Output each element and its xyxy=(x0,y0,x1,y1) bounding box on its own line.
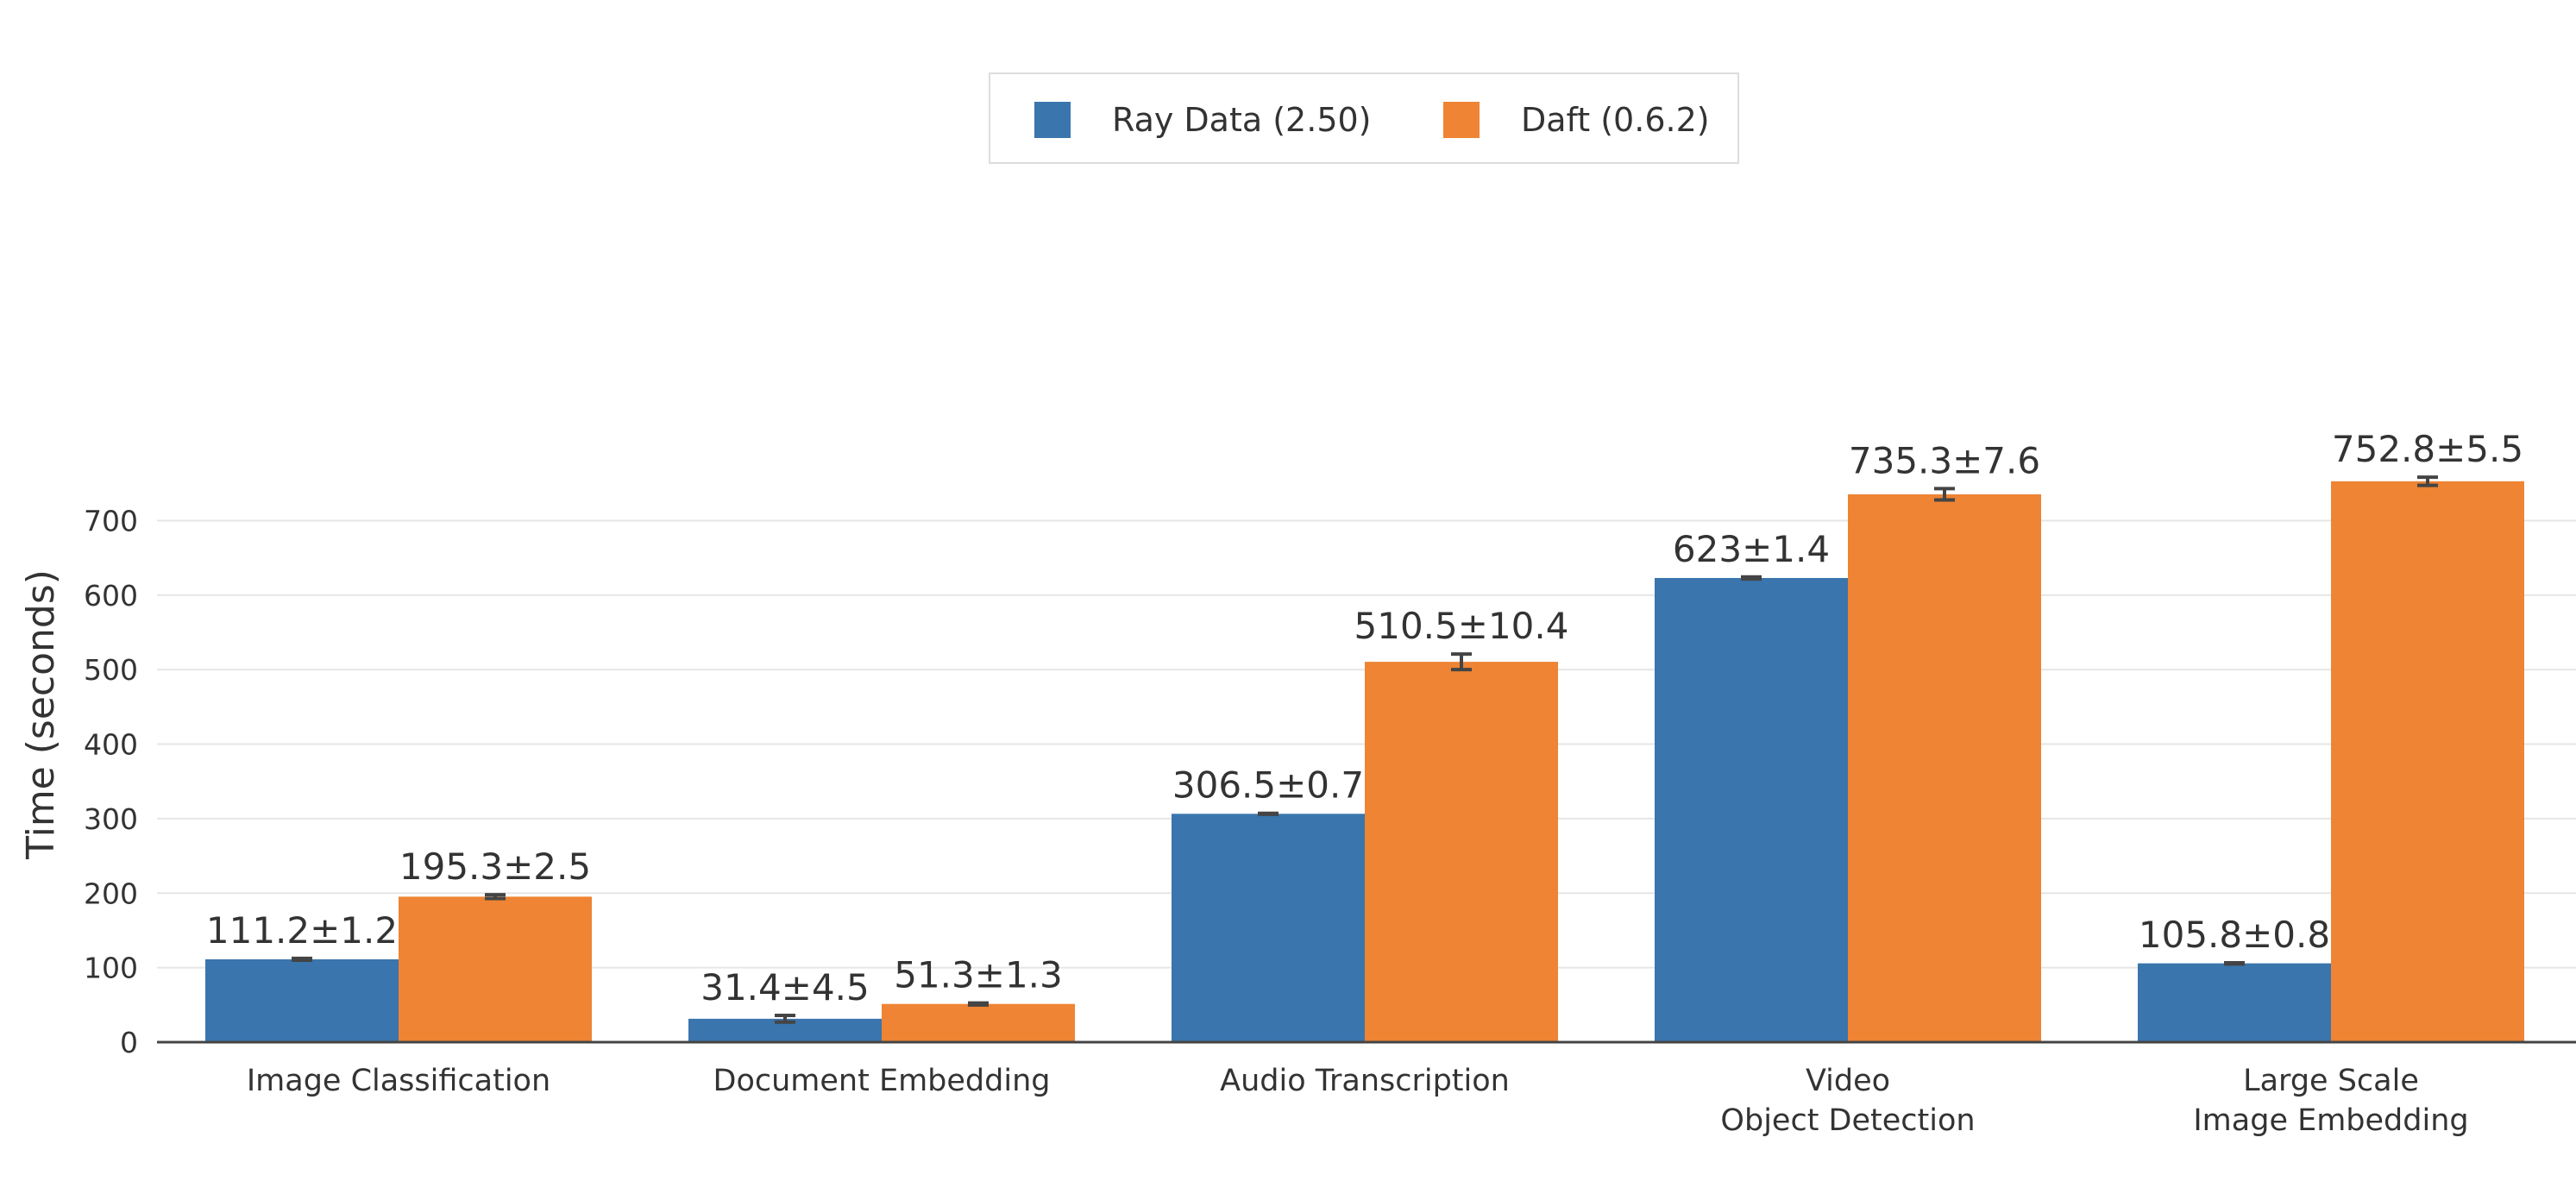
bar xyxy=(2138,963,2331,1042)
legend-swatch-daft xyxy=(1443,102,1480,138)
x-tick-label: Large Scale xyxy=(2243,1064,2419,1098)
data-label: 623±1.4 xyxy=(1673,528,1830,570)
x-tick-label: Audio Transcription xyxy=(1220,1064,1510,1098)
bar xyxy=(1172,814,1365,1042)
bar xyxy=(2331,481,2524,1042)
error-bar xyxy=(1741,575,1762,581)
legend: Ray Data (2.50) Daft (0.6.2) xyxy=(989,72,1739,164)
y-tick-label: 500 xyxy=(84,653,138,687)
data-label: 510.5±10.4 xyxy=(1354,605,1569,647)
y-tick-label: 700 xyxy=(84,504,138,537)
legend-label-daft: Daft (0.6.2) xyxy=(1521,101,1710,139)
data-label: 195.3±2.5 xyxy=(399,845,591,888)
y-tick-label: 0 xyxy=(120,1026,138,1059)
bar xyxy=(205,958,399,1042)
error-bar xyxy=(2417,475,2438,487)
bar xyxy=(1655,577,1848,1042)
x-tick-label: Image Classification xyxy=(247,1064,550,1098)
bar xyxy=(882,1003,1075,1042)
bar xyxy=(1365,662,1558,1042)
legend-swatch-ray-data xyxy=(1034,102,1071,138)
data-label: 111.2±1.2 xyxy=(206,909,398,952)
error-bar xyxy=(292,956,312,963)
error-bar xyxy=(968,1001,989,1007)
bar xyxy=(399,896,592,1042)
y-tick-label: 400 xyxy=(84,728,138,762)
legend-item-ray-data: Ray Data (2.50) xyxy=(1034,74,1372,166)
data-label: 752.8±5.5 xyxy=(2332,428,2523,470)
error-bar xyxy=(1934,487,1955,502)
legend-label-ray-data: Ray Data (2.50) xyxy=(1112,101,1372,139)
x-tick-label: Object Detection xyxy=(1720,1103,1975,1138)
error-bar xyxy=(1451,652,1472,672)
x-tick-label: Document Embedding xyxy=(713,1064,1051,1098)
data-label: 51.3±1.3 xyxy=(894,954,1063,996)
error-bar xyxy=(485,893,506,901)
bars xyxy=(205,475,2524,1042)
labels: 0 100 200 300 400 500 600 700 111.2±1.2195.3±2.5… xyxy=(84,428,2523,1138)
y-tick-label: 200 xyxy=(84,877,138,910)
data-label: 306.5±0.7 xyxy=(1172,764,1364,807)
x-tick-label: Image Embedding xyxy=(2193,1103,2468,1138)
x-tick-label: Video xyxy=(1806,1064,1890,1098)
error-bar xyxy=(775,1013,795,1024)
bar xyxy=(1848,493,2041,1042)
error-bar xyxy=(2224,960,2245,966)
y-tick-label: 600 xyxy=(84,579,138,613)
data-label: 105.8±0.8 xyxy=(2139,914,2330,956)
data-label: 735.3±7.6 xyxy=(1849,439,2040,481)
y-tick-label: 100 xyxy=(84,952,138,985)
y-axis-title: Time (seconds) xyxy=(19,569,63,860)
data-label: 31.4±4.5 xyxy=(701,966,870,1009)
legend-item-daft: Daft (0.6.2) xyxy=(1443,74,1710,166)
y-tick-label: 300 xyxy=(84,802,138,836)
